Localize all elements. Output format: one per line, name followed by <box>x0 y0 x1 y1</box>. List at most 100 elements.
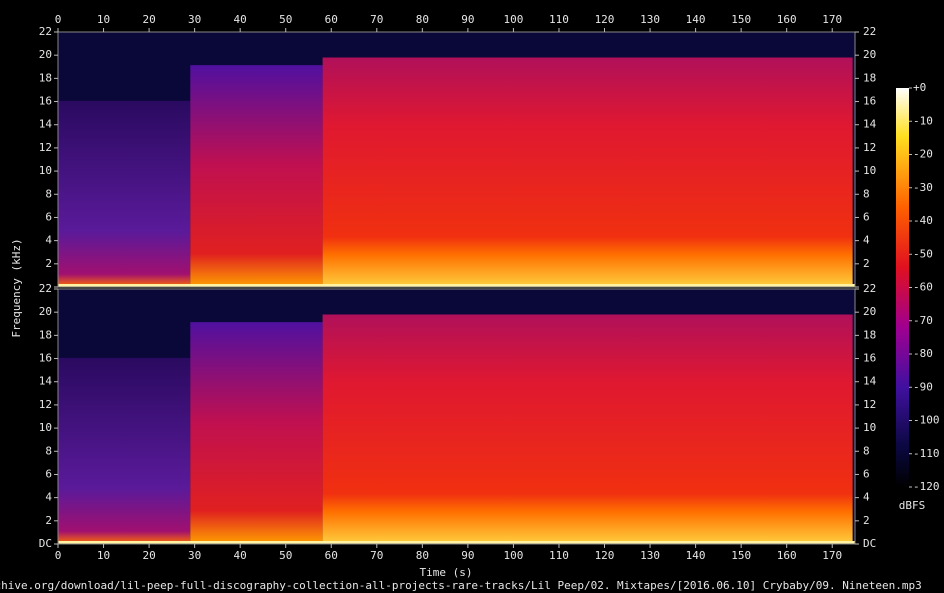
x-tick-label: 90 <box>461 13 474 26</box>
y-tick-label: 10 <box>39 164 52 177</box>
spectrogram-region <box>58 357 191 544</box>
y-tick-label: 14 <box>39 375 53 388</box>
y-tick-label: 20 <box>863 48 876 61</box>
y-tick-label: 10 <box>863 421 876 434</box>
panel-frame <box>57 31 856 288</box>
x-tick-label: 30 <box>188 13 201 26</box>
x-tick-label: 120 <box>595 549 615 562</box>
y-tick-label: 10 <box>863 164 876 177</box>
y-tick-label: 4 <box>45 491 52 504</box>
colorbar-tick-label: -120 <box>913 480 940 493</box>
spectrogram-region <box>322 57 853 287</box>
y-tick-label: 14 <box>863 375 877 388</box>
y-tick-label: 20 <box>39 305 52 318</box>
x-tick-label: 110 <box>549 13 569 26</box>
x-tick-label: 110 <box>549 549 569 562</box>
x-tick-label: 40 <box>234 549 247 562</box>
y-tick-label: 12 <box>39 398 52 411</box>
y-tick-label: 18 <box>39 71 52 84</box>
y-tick-label: 6 <box>863 210 870 223</box>
y-tick-label: 22 <box>863 282 876 295</box>
y-axis-label: Frequency (kHz) <box>10 238 23 337</box>
y-tick-label: 22 <box>863 25 876 38</box>
x-tick-label: 160 <box>777 549 797 562</box>
y-tick-label: DC <box>39 537 52 550</box>
colorbar-tick-label: -60 <box>913 281 933 294</box>
x-tick-label: 60 <box>325 13 338 26</box>
x-tick-label: 0 <box>55 13 62 26</box>
y-tick-label: 4 <box>863 234 870 247</box>
x-tick-label: 20 <box>142 549 155 562</box>
colorbar-tick-label: -110 <box>913 447 940 460</box>
spectrogram-region <box>190 322 323 544</box>
colorbar-tick-label: -100 <box>913 414 940 427</box>
y-tick-label: 12 <box>863 141 876 154</box>
y-tick-label: DC <box>863 537 876 550</box>
y-tick-label: 4 <box>863 491 870 504</box>
y-tick-label: 8 <box>863 444 870 457</box>
y-tick-label: 10 <box>39 421 52 434</box>
y-tick-label: 6 <box>45 210 52 223</box>
colorbar-tick-label: -40 <box>913 214 933 227</box>
y-tick-label: 16 <box>863 352 876 365</box>
colorbar <box>896 88 909 487</box>
x-tick-label: 80 <box>416 549 429 562</box>
spectrogram-low-band <box>58 541 855 544</box>
y-tick-label: 4 <box>45 234 52 247</box>
y-tick-label: 16 <box>863 95 876 108</box>
colorbar-tick-label: -20 <box>913 148 933 161</box>
y-tick-label: 12 <box>863 398 876 411</box>
spectrogram-low-band <box>58 284 855 287</box>
y-tick-label: 14 <box>39 118 53 131</box>
x-tick-label: 10 <box>97 13 110 26</box>
spectrogram-region <box>322 314 853 544</box>
y-tick-label: 2 <box>863 257 870 270</box>
y-tick-label: 6 <box>45 467 52 480</box>
x-tick-label: 100 <box>503 549 523 562</box>
panel-frame <box>57 288 856 545</box>
x-tick-label: 70 <box>370 549 383 562</box>
x-tick-label: 140 <box>686 13 706 26</box>
y-tick-label: 8 <box>863 187 870 200</box>
colorbar-tick-label: -10 <box>913 114 933 127</box>
x-tick-label: 170 <box>822 549 842 562</box>
x-tick-label: 100 <box>503 13 523 26</box>
x-tick-label: 90 <box>461 549 474 562</box>
y-tick-label: 22 <box>39 25 52 38</box>
y-tick-label: 22 <box>39 282 52 295</box>
x-tick-label: 150 <box>731 13 751 26</box>
colorbar-tick-label: +0 <box>913 81 926 94</box>
x-tick-label: 40 <box>234 13 247 26</box>
x-tick-label: 130 <box>640 13 660 26</box>
colorbar-tick-label: -80 <box>913 347 933 360</box>
x-tick-label: 70 <box>370 13 383 26</box>
x-tick-label: 30 <box>188 549 201 562</box>
y-tick-label: 2 <box>45 514 52 527</box>
colorbar-tick-label: -30 <box>913 181 933 194</box>
x-axis-label: Time (s) <box>420 566 473 579</box>
y-tick-label: 8 <box>45 444 52 457</box>
x-tick-label: 170 <box>822 13 842 26</box>
x-tick-label: 60 <box>325 549 338 562</box>
x-tick-label: 10 <box>97 549 110 562</box>
x-tick-label: 50 <box>279 13 292 26</box>
y-tick-label: 12 <box>39 141 52 154</box>
y-tick-label: 16 <box>39 95 52 108</box>
y-tick-label: 18 <box>863 71 876 84</box>
y-tick-label: 2 <box>45 257 52 270</box>
colorbar-tick-label: -90 <box>913 380 933 393</box>
x-tick-label: 160 <box>777 13 797 26</box>
y-tick-label: 8 <box>45 187 52 200</box>
spectrogram-region <box>190 65 323 288</box>
colorbar-tick-label: -70 <box>913 314 933 327</box>
x-tick-label: 120 <box>595 13 615 26</box>
x-tick-label: 0 <box>55 549 62 562</box>
x-tick-label: 140 <box>686 549 706 562</box>
x-tick-label: 20 <box>142 13 155 26</box>
file-title: https://archive.org/download/lil-peep-fu… <box>0 579 922 592</box>
y-tick-label: 20 <box>39 48 52 61</box>
x-tick-label: 50 <box>279 549 292 562</box>
y-tick-label: 18 <box>863 328 876 341</box>
